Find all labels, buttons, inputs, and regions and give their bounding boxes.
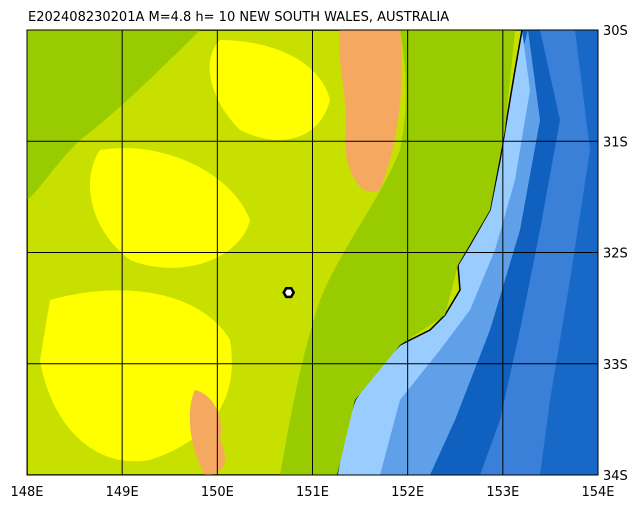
lat-label: 34S: [603, 469, 628, 484]
lon-label: 151E: [296, 485, 329, 500]
map-frame: [26, 29, 599, 476]
lon-label: 154E: [581, 485, 614, 500]
lat-label: 33S: [603, 358, 628, 373]
map-title: E202408230201A M=4.8 h= 10 NEW SOUTH WAL…: [28, 10, 449, 25]
lon-label: 150E: [201, 485, 234, 500]
lon-label: 153E: [486, 485, 519, 500]
lon-label: 152E: [391, 485, 424, 500]
lon-label: 149E: [106, 485, 139, 500]
epicenter: [282, 286, 296, 299]
lon-label: 148E: [10, 485, 43, 500]
lat-label: 30S: [603, 24, 628, 39]
lat-label: 31S: [603, 135, 628, 150]
lat-label: 32S: [603, 247, 628, 262]
